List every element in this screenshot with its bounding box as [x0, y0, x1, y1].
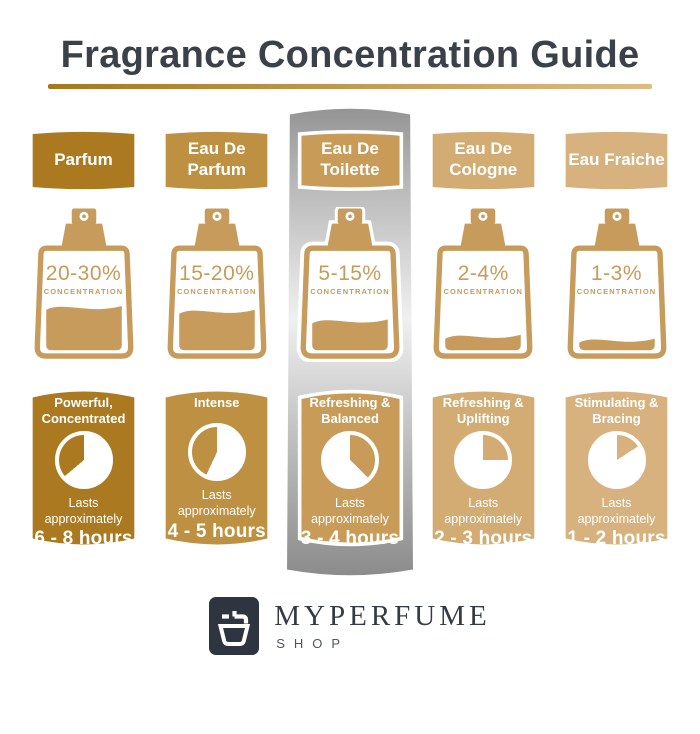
myperfume-logo: [209, 596, 260, 655]
clock-pie-icon: [454, 430, 513, 489]
character-text: Powerful, Concentrated: [41, 394, 126, 427]
category-name: Eau De Parfum: [187, 139, 247, 179]
concentration-value: 15-20%: [179, 261, 255, 285]
bottle-label: 20-30% CONCENTRATION: [30, 262, 138, 296]
concentration-caption: CONCENTRATION: [176, 286, 257, 296]
lasts-label: Lasts approximately: [444, 495, 523, 526]
perfume-bottle: 20-30% CONCENTRATION: [30, 207, 138, 362]
header-shape: [30, 129, 137, 192]
card-content: Stimulating & Bracing Lasts approximatel…: [563, 384, 670, 552]
concentration-caption: CONCENTRATION: [576, 286, 657, 296]
concentration-value: 20-30%: [45, 261, 122, 285]
column-5: Eau Fraiche 1-3% CONCENTRATION Stimulati…: [563, 129, 670, 553]
card-content: Intense Lasts approximately 4 - 5 hours: [163, 384, 270, 552]
bottle-label: 5-15% CONCENTRATION: [296, 262, 404, 296]
header-shape: [297, 129, 404, 192]
category-header: Eau De Toilette: [297, 129, 404, 192]
column-3: Eau De Toilette 5-15% CONCENTRATION Refr…: [296, 129, 404, 553]
concentration-value: 2-4%: [457, 261, 509, 285]
bottle-label: 1-3% CONCENTRATION: [563, 262, 671, 296]
category-header: Eau De Cologne: [430, 129, 537, 192]
perfume-bottle: 5-15% CONCENTRATION: [296, 206, 404, 362]
perfume-bottle: 1-3% CONCENTRATION: [563, 207, 671, 362]
fragrance-concentration-guide: Fragrance Concentration Guide Parfum 20-…: [0, 34, 700, 734]
bottle-label: 15-20% CONCENTRATION: [163, 262, 271, 296]
bottle-label: 2-4% CONCENTRATION: [429, 262, 537, 296]
concentration-caption: CONCENTRATION: [310, 286, 390, 296]
category-name: Eau De Cologne: [449, 139, 518, 179]
perfume-bottle: 2-4% CONCENTRATION: [429, 207, 537, 362]
concentration-value: 5-15%: [318, 261, 382, 285]
column-2: Eau De Parfum 15-20% CONCENTRATION Inten…: [163, 129, 270, 553]
category-name: Eau De Toilette: [320, 139, 380, 179]
columns-area: Parfum 20-30% CONCENTRATION Powerful, Co…: [30, 108, 670, 575]
spray-bottle-icon: [30, 207, 138, 362]
category-header: Parfum: [30, 129, 137, 192]
perfume-bottle-icon: [209, 596, 260, 655]
header-shape: [430, 129, 537, 192]
concentration-value: 1-3%: [590, 261, 643, 285]
column-4: Eau De Cologne 2-4% CONCENTRATION Refres…: [430, 129, 537, 553]
character-text: Refreshing & Balanced: [309, 394, 391, 427]
concentration-caption: CONCENTRATION: [443, 286, 524, 296]
brand-name: MYPERFUME: [274, 600, 491, 632]
category-name: Parfum: [54, 149, 113, 169]
duration-value: 6 - 8 hours: [34, 528, 133, 550]
category-name: Eau Fraiche: [568, 149, 665, 169]
header-shape: [563, 129, 670, 192]
duration-value: 3 - 4 hours: [300, 528, 400, 550]
card-content: Refreshing & Uplifting Lasts approximate…: [430, 384, 537, 552]
duration-card: Stimulating & Bracing Lasts approximatel…: [563, 384, 670, 552]
lasts-label: Lasts approximately: [311, 495, 389, 526]
spray-bottle-icon: [296, 206, 404, 362]
category-header: Eau De Parfum: [163, 129, 270, 192]
column-1: Parfum 20-30% CONCENTRATION Powerful, Co…: [30, 129, 137, 553]
brand-text: MYPERFUME SHOP: [274, 600, 491, 651]
character-text: Refreshing & Uplifting: [442, 394, 524, 427]
perfume-bottle: 15-20% CONCENTRATION: [163, 207, 271, 362]
duration-card: Refreshing & Balanced Lasts approximatel…: [297, 384, 404, 552]
duration-value: 2 - 3 hours: [434, 528, 533, 550]
lasts-label: Lasts approximately: [177, 488, 256, 519]
spray-bottle-icon: [429, 207, 537, 362]
duration-value: 4 - 5 hours: [167, 520, 266, 542]
lasts-label: Lasts approximately: [577, 495, 656, 526]
spray-bottle-icon: [563, 207, 671, 362]
clock-pie-icon: [587, 430, 646, 489]
duration-card: Powerful, Concentrated Lasts approximate…: [30, 384, 137, 552]
card-content: Powerful, Concentrated Lasts approximate…: [30, 384, 137, 552]
clock-pie-icon: [54, 430, 113, 489]
brand-subtitle: SHOP: [276, 636, 350, 651]
lasts-label: Lasts approximately: [44, 495, 123, 526]
title-underline: [48, 84, 652, 89]
duration-card: Refreshing & Uplifting Lasts approximate…: [430, 384, 537, 552]
clock-pie-icon: [321, 430, 379, 489]
spray-bottle-icon: [163, 207, 271, 362]
duration-card: Intense Lasts approximately 4 - 5 hours: [163, 384, 270, 552]
brand-footer: MYPERFUME SHOP: [0, 596, 700, 655]
page-title: Fragrance Concentration Guide: [60, 34, 640, 76]
character-text: Stimulating & Bracing: [574, 394, 659, 427]
character-text: Intense: [193, 394, 240, 410]
concentration-caption: CONCENTRATION: [43, 286, 124, 296]
card-content: Refreshing & Balanced Lasts approximatel…: [297, 384, 404, 552]
category-header: Eau Fraiche: [563, 129, 670, 192]
header-shape: [163, 129, 270, 192]
duration-value: 1 - 2 hours: [567, 528, 666, 550]
clock-pie-icon: [187, 423, 246, 481]
